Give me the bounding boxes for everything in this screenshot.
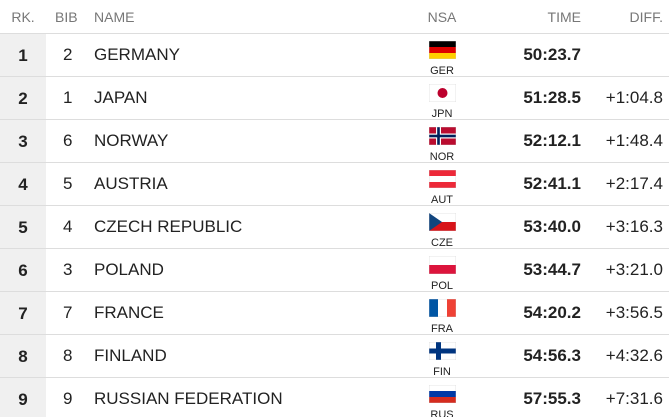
time: 52:41.1: [523, 174, 581, 193]
bib: 5: [63, 174, 73, 193]
nsa-code: JPN: [431, 108, 453, 120]
rank: 3: [0, 120, 46, 163]
nsa-code: NOR: [429, 151, 455, 163]
header-rank: RK.: [11, 9, 35, 25]
result-row: 4 5 AUSTRIA AUT 52:41.1 +2:17.4: [0, 162, 669, 206]
team-name: JAPAN: [94, 88, 148, 107]
time: 54:56.3: [523, 346, 581, 365]
flag: [429, 299, 456, 317]
nsa-code: CZE: [431, 237, 453, 249]
result-row: 1 2 GERMANY GER 50:23.7: [0, 33, 669, 77]
bib: 7: [63, 303, 73, 322]
flag: [429, 256, 456, 274]
flag: [429, 213, 456, 231]
rank: 8: [0, 335, 46, 378]
bib: 3: [63, 260, 73, 279]
time: 53:44.7: [523, 260, 581, 279]
team-name: FRANCE: [94, 303, 164, 322]
diff: +3:21.0: [605, 260, 663, 279]
rank: 1: [0, 34, 46, 77]
nsa-code: POL: [430, 280, 453, 292]
rank: 2: [0, 77, 46, 120]
flag: [429, 127, 456, 145]
diff: +1:48.4: [605, 131, 663, 150]
time: 54:20.2: [523, 303, 581, 322]
header-time: TIME: [547, 9, 581, 25]
nsa-code: RUS: [430, 409, 454, 417]
team-name: GERMANY: [94, 45, 180, 64]
nsa-code: FIN: [433, 366, 451, 378]
rank: 5: [0, 206, 46, 249]
rank: 9: [0, 378, 46, 417]
time: 51:28.5: [523, 88, 581, 107]
team-name: AUSTRIA: [94, 174, 168, 193]
flag: [429, 342, 456, 360]
team-name: RUSSIAN FEDERATION: [94, 389, 283, 408]
nsa-code: GER: [430, 65, 454, 77]
result-row: 8 8 FINLAND FIN 54:56.3 +4:32.6: [0, 334, 669, 378]
team-name: CZECH REPUBLIC: [94, 217, 243, 236]
flag: [429, 84, 456, 102]
result-row: 6 3 POLAND POL 53:44.7 +3:21.0: [0, 248, 669, 292]
bib: 4: [63, 217, 73, 236]
time: 52:12.1: [523, 131, 581, 150]
rank: 6: [0, 249, 46, 292]
result-row: 5 4 CZECH REPUBLIC CZE 53:40.0 +3:16.3: [0, 205, 669, 249]
bib: 6: [63, 131, 73, 150]
header-diff: DIFF.: [629, 9, 663, 25]
bib: 9: [63, 389, 73, 408]
bib: 8: [63, 346, 73, 365]
nsa-code: AUT: [431, 194, 453, 206]
header-bib: BIB: [55, 9, 78, 25]
flag: [429, 385, 456, 403]
result-row: 2 1 JAPAN JPN 51:28.5 +1:04.8: [0, 76, 669, 120]
result-row: 9 9 RUSSIAN FEDERATION RUS 57:55.3 +7:31.6: [0, 377, 669, 417]
team-name: NORWAY: [94, 131, 169, 150]
result-row: 7 7 FRANCE FRA 54:20.2 +3:56.5: [0, 291, 669, 335]
time: 50:23.7: [523, 45, 581, 64]
flag: [429, 41, 456, 59]
rank: 4: [0, 163, 46, 206]
result-row: 3 6 NORWAY NOR 52:12.1 +1:48.4: [0, 119, 669, 163]
team-name: FINLAND: [94, 346, 167, 365]
nsa-code: FRA: [431, 323, 453, 335]
bib: 1: [63, 88, 73, 107]
rank: 7: [0, 292, 46, 335]
header-name: NAME: [94, 9, 135, 25]
diff: +7:31.6: [605, 389, 663, 408]
team-name: POLAND: [94, 260, 164, 279]
diff: +1:04.8: [605, 88, 663, 107]
flag: [429, 170, 456, 188]
diff: +2:17.4: [605, 174, 663, 193]
diff: +4:32.6: [605, 346, 663, 365]
diff: +3:16.3: [605, 217, 663, 236]
time: 53:40.0: [523, 217, 581, 236]
time: 57:55.3: [523, 389, 581, 408]
header-nsa: NSA: [427, 9, 457, 25]
bib: 2: [63, 45, 73, 64]
diff: +3:56.5: [605, 303, 663, 322]
